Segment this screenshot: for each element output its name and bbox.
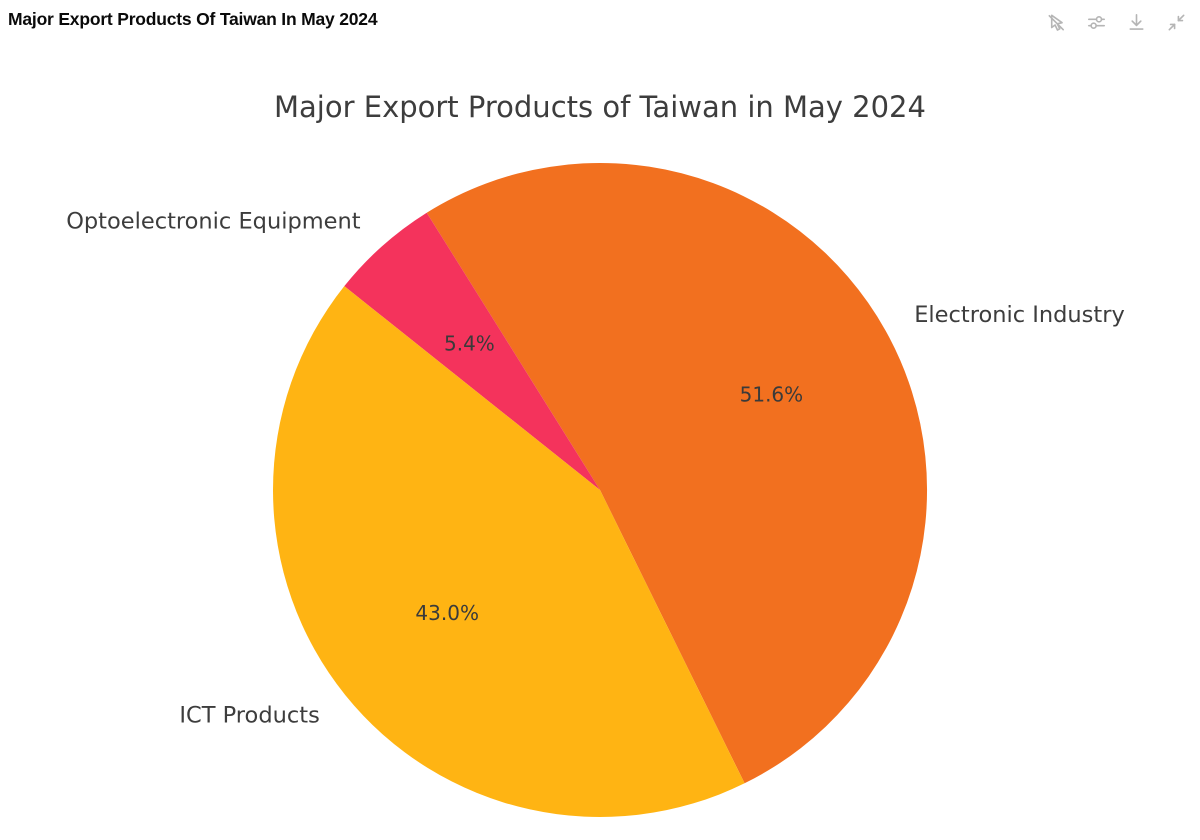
- pie-slice-ict-products: [273, 286, 745, 817]
- chart-title: Major Export Products of Taiwan in May 2…: [274, 90, 926, 124]
- collapse-icon[interactable]: [1165, 11, 1188, 34]
- pie-percent-label: 5.4%: [444, 332, 495, 356]
- chart-canvas: Major Export Products of Taiwan in May 2…: [0, 44, 1200, 840]
- pie-category-label: ICT Products: [179, 703, 319, 729]
- download-icon[interactable]: [1125, 11, 1148, 34]
- pie-slice-electronic-industry: [426, 162, 928, 784]
- pie-percent-label: 51.6%: [740, 383, 804, 407]
- sliders-icon[interactable]: [1085, 11, 1108, 34]
- pointer-off-icon[interactable]: [1045, 11, 1068, 34]
- pie-category-label: Electronic Industry: [914, 302, 1125, 328]
- pie-chart: 51.6% 5.4% 43.0% Electronic Industry Opt…: [66, 162, 1125, 817]
- header-bar: Major Export Products Of Taiwan In May 2…: [0, 0, 1200, 44]
- pie-percent-label: 43.0%: [415, 601, 479, 625]
- chart-toolbar: [1045, 8, 1188, 34]
- window-title: Major Export Products Of Taiwan In May 2…: [8, 9, 378, 29]
- pie-category-label: Optoelectronic Equipment: [66, 209, 361, 235]
- pie-slices: [273, 162, 928, 817]
- pie-percent-labels: 51.6% 5.4% 43.0%: [415, 332, 803, 625]
- pie-category-labels: Electronic Industry Optoelectronic Equip…: [66, 209, 1125, 729]
- pie-slice-optoelectronic-equipment: [344, 212, 600, 490]
